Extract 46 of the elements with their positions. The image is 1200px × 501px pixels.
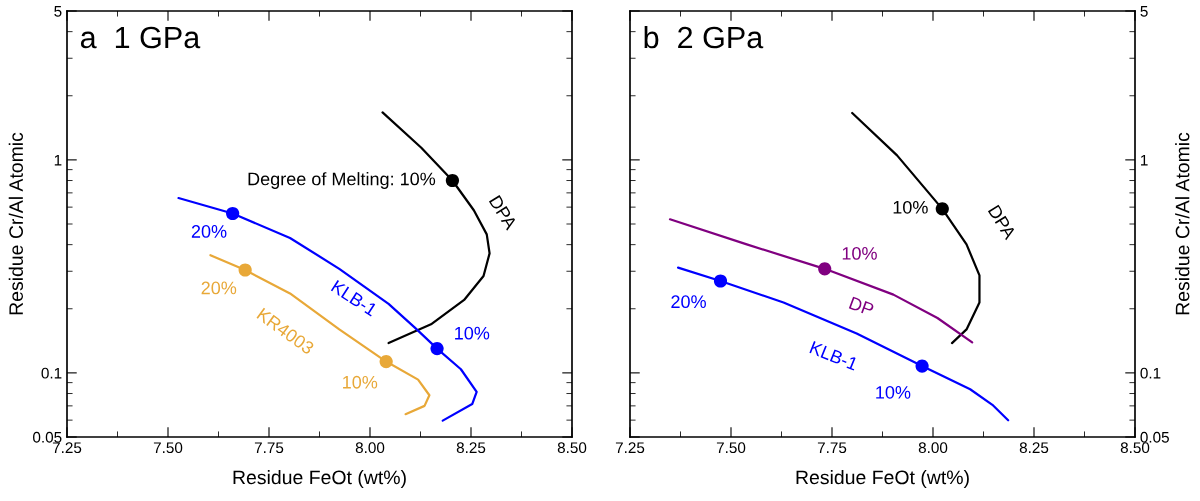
annotation: 10% (876, 385, 911, 399)
y-tick-label: 0.1 (41, 367, 62, 379)
point (935, 202, 949, 216)
y-tick-label: 0.1 (1140, 367, 1161, 379)
x-tick-label: 7.50 (716, 442, 746, 454)
y-axis-title: Residue Cr/Al Atomic (8, 132, 24, 315)
x-tick-label: 7.25 (615, 442, 645, 454)
y-tick-label: 0.05 (33, 431, 62, 443)
annotation: Degree of Melting: 10% (248, 172, 436, 189)
y-tick-label: 5 (54, 6, 62, 17)
x-tick-label: 8.25 (456, 442, 486, 454)
text: DP (848, 296, 875, 317)
annotation: 20% (671, 295, 706, 309)
point (226, 206, 240, 221)
x-axis-title: Residue FeOt (wt%) (233, 469, 406, 489)
y-axis-title: Residue Cr/Al Atomic (1175, 132, 1190, 315)
x-tick-label: 8.25 (1019, 442, 1049, 454)
text: KLB-1 (809, 341, 859, 371)
point (915, 359, 929, 373)
x-tick-label: 7.50 (153, 442, 183, 454)
x-tick-label: 7.75 (817, 442, 847, 454)
x-tick-label: 7.25 (52, 442, 82, 454)
x-tick-label: 7.75 (254, 442, 284, 454)
x-axis-title: Residue FeOt (wt%) (796, 469, 969, 489)
point (430, 342, 444, 356)
annotation: 10% (343, 375, 378, 389)
annotation: 10% (455, 326, 490, 340)
point (379, 354, 393, 369)
x-tick-label: 8.50 (557, 442, 587, 454)
annotation: 10% (893, 200, 928, 214)
point (818, 262, 832, 276)
y-tick-label: 1 (54, 154, 62, 166)
annotation: 20% (201, 281, 237, 295)
y-tick-label: 0.05 (1140, 431, 1169, 443)
x-tick-label: 8.00 (355, 442, 385, 454)
point (238, 263, 252, 277)
x-tick-label: 8.00 (918, 442, 948, 454)
y-tick-label: 5 (1140, 6, 1148, 17)
chart-title: a 1 GPa (80, 26, 201, 49)
x-tick-label: 8.50 (1120, 442, 1150, 454)
annotation: 20% (191, 225, 227, 238)
point (713, 274, 728, 288)
chart-title: b 2 GPa (644, 25, 764, 49)
y-tick-label: 1 (1141, 154, 1148, 166)
annotation: 10% (842, 246, 877, 260)
point (445, 173, 459, 188)
